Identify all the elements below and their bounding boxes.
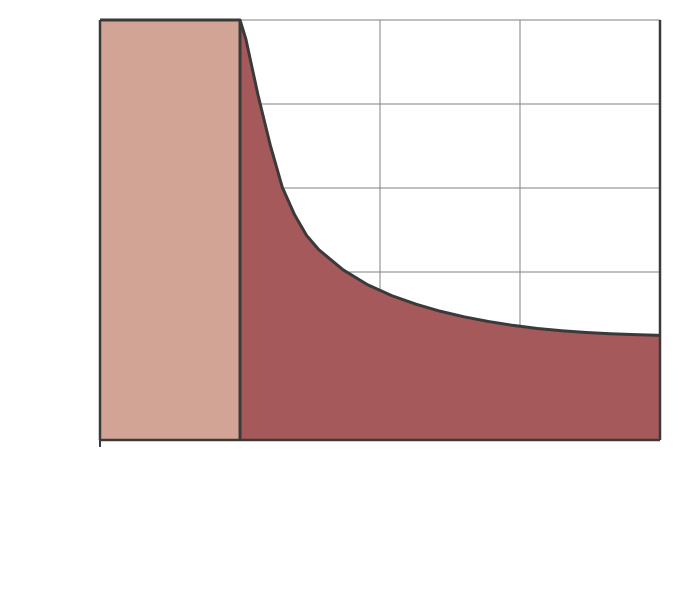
region-temporary bbox=[100, 20, 240, 440]
